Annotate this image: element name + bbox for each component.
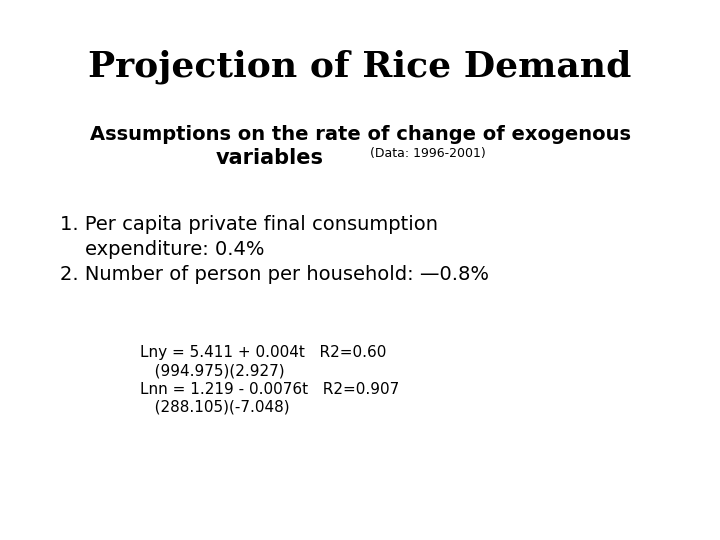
Text: Projection of Rice Demand: Projection of Rice Demand [89,50,631,84]
Text: Lny = 5.411 + 0.004t   R2=0.60: Lny = 5.411 + 0.004t R2=0.60 [140,345,387,360]
Text: 1. Per capita private final consumption: 1. Per capita private final consumption [60,215,438,234]
Text: Lnn = 1.219 - 0.0076t   R2=0.907: Lnn = 1.219 - 0.0076t R2=0.907 [140,382,400,397]
Text: 2. Number of person per household: —0.8%: 2. Number of person per household: —0.8% [60,265,489,284]
Text: Assumptions on the rate of change of exogenous: Assumptions on the rate of change of exo… [89,125,631,144]
Text: (994.975)(2.927): (994.975)(2.927) [140,363,284,378]
Text: (Data: 1996-2001): (Data: 1996-2001) [370,147,486,160]
Text: variables: variables [216,148,324,168]
Text: expenditure: 0.4%: expenditure: 0.4% [60,240,264,259]
Text: (288.105)(-7.048): (288.105)(-7.048) [140,400,289,415]
